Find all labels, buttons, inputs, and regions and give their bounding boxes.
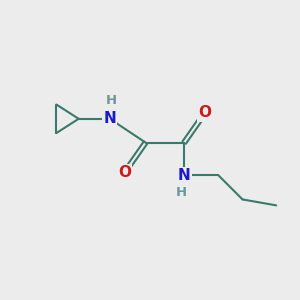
Text: H: H bbox=[176, 186, 187, 199]
Text: H: H bbox=[106, 94, 117, 107]
Text: N: N bbox=[178, 168, 190, 183]
Text: N: N bbox=[103, 111, 116, 126]
Text: O: O bbox=[118, 165, 131, 180]
Text: O: O bbox=[199, 105, 212, 120]
